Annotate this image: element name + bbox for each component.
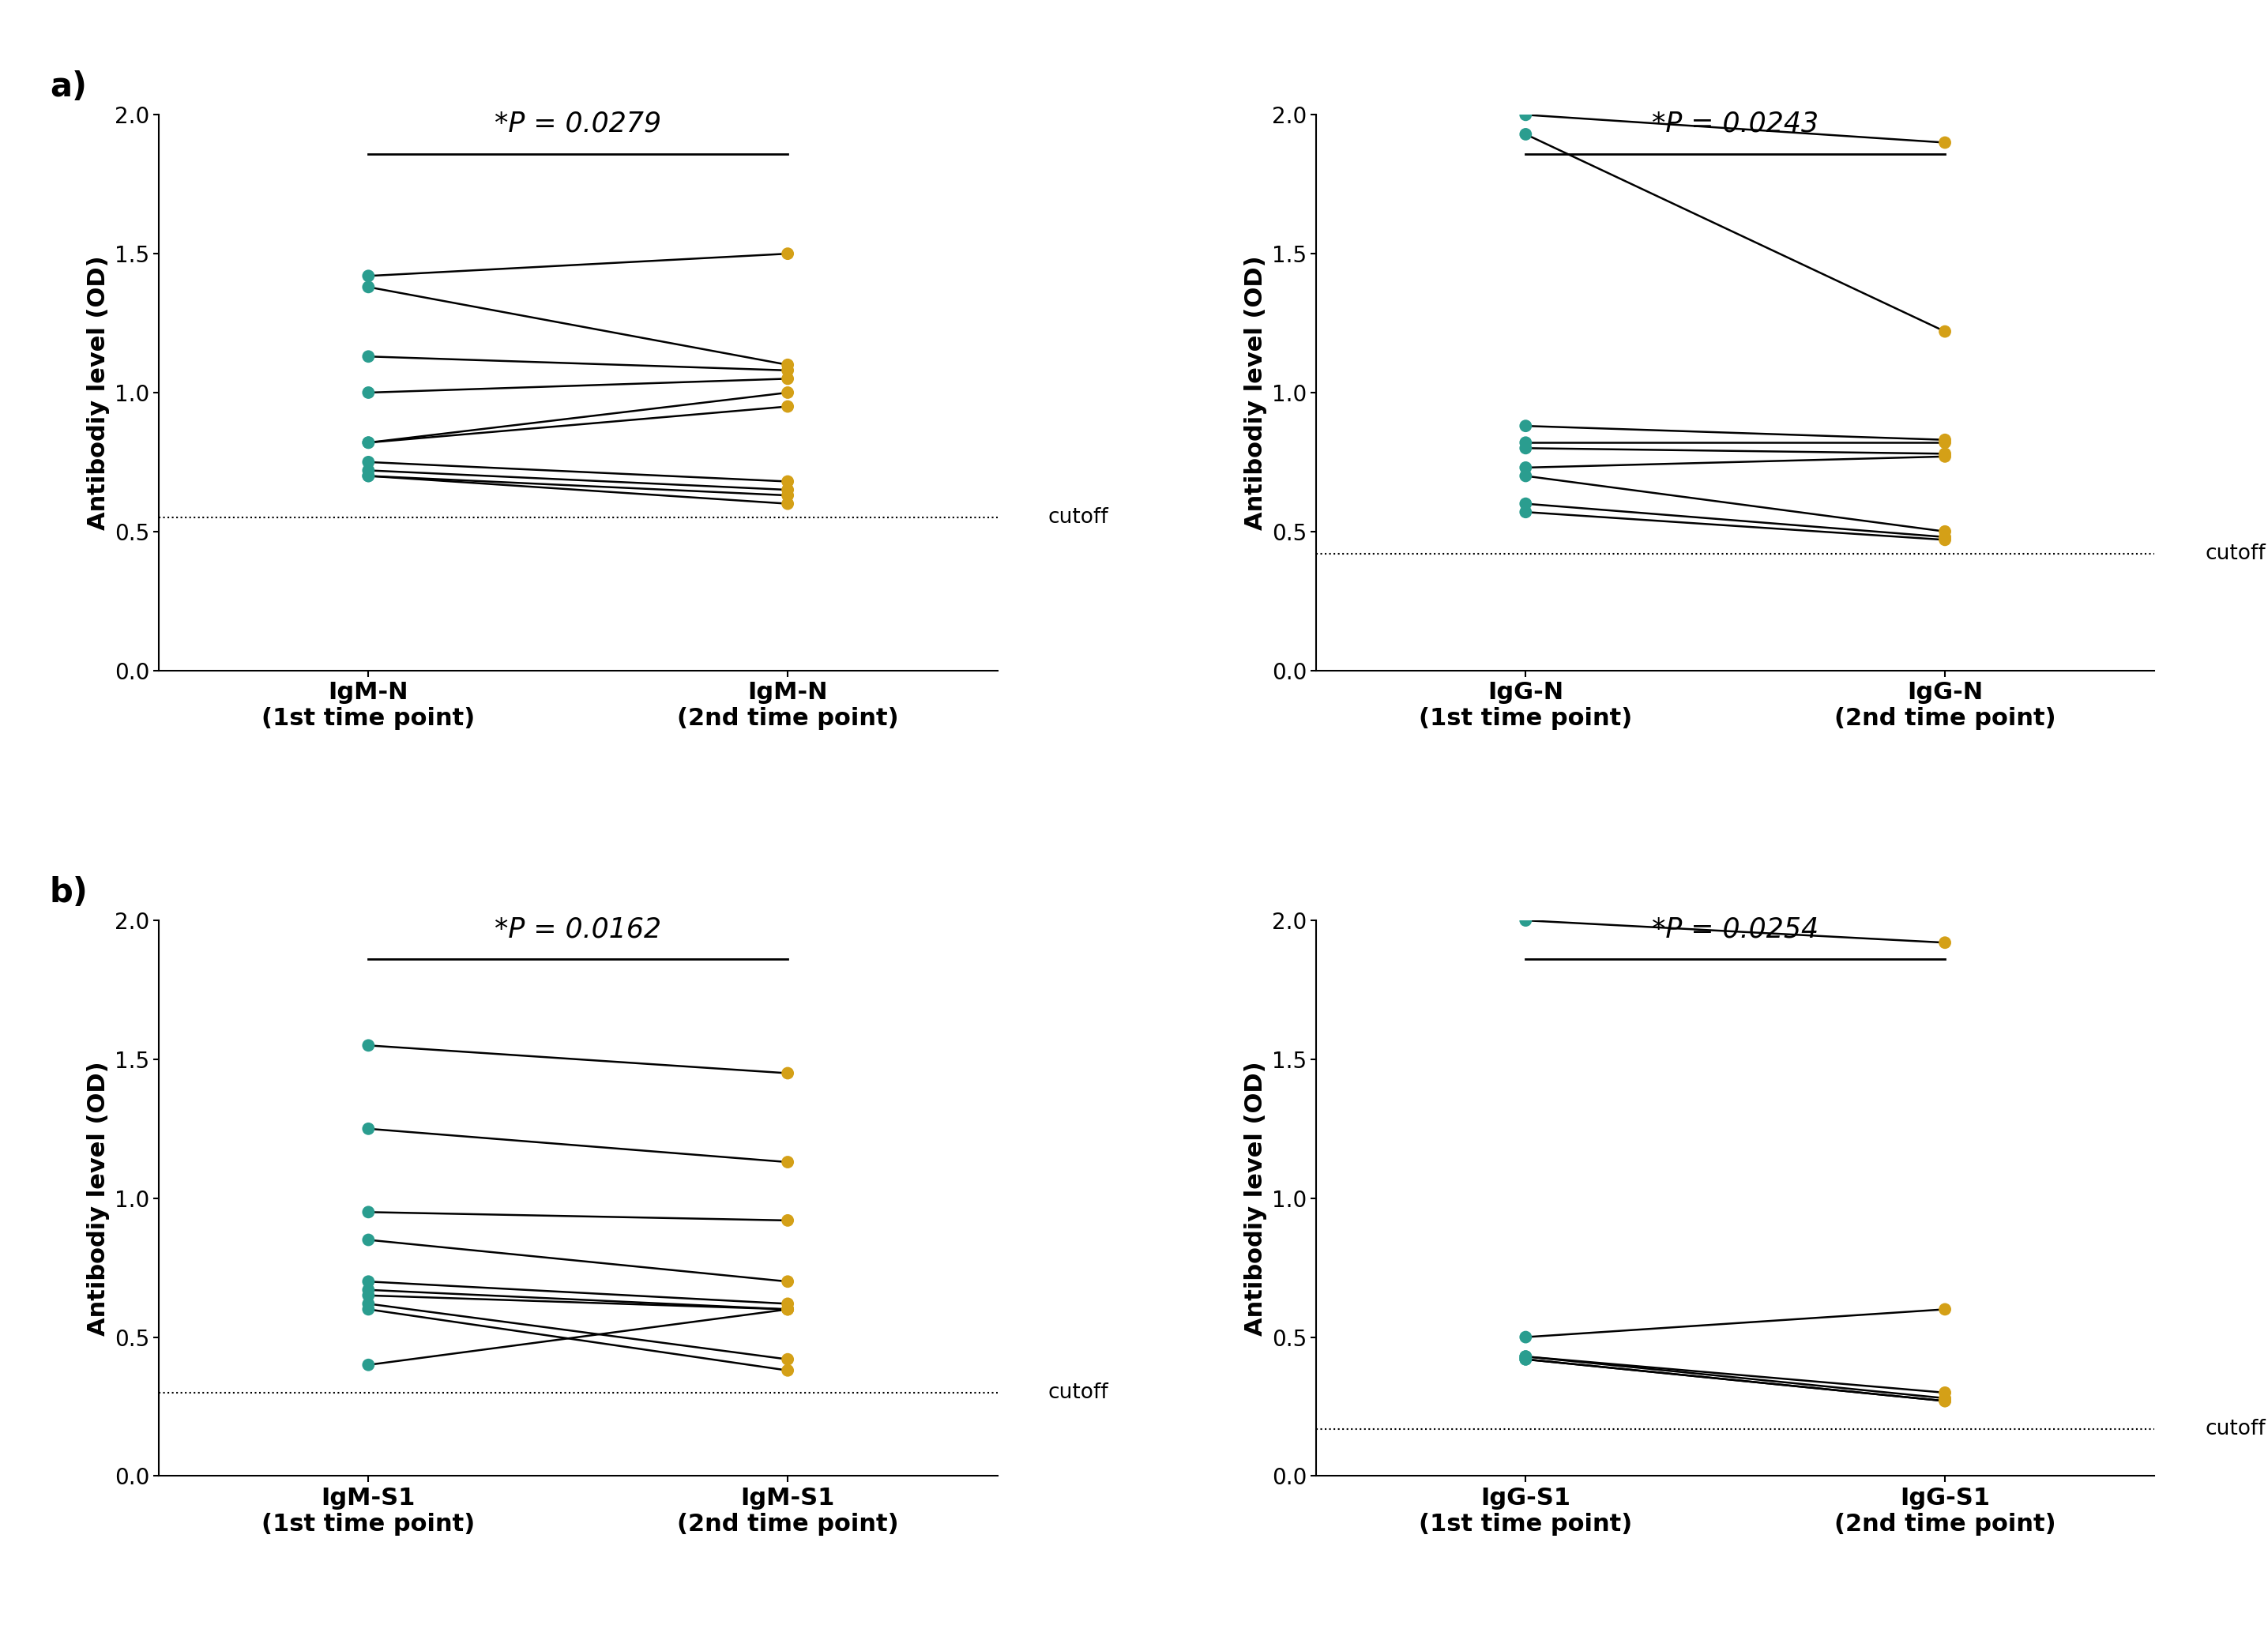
Text: a): a) — [50, 71, 86, 103]
Point — [769, 394, 805, 420]
Point — [349, 379, 386, 405]
Point — [349, 1351, 386, 1378]
Point — [349, 430, 386, 456]
Point — [1508, 1343, 1545, 1369]
Point — [1508, 499, 1545, 525]
Point — [349, 1268, 386, 1294]
Point — [1508, 490, 1545, 517]
Point — [1508, 435, 1545, 461]
Point — [349, 430, 386, 456]
Point — [769, 1150, 805, 1176]
Point — [1508, 1346, 1545, 1373]
Point — [769, 1296, 805, 1322]
Y-axis label: Antibodiy level (OD): Antibodiy level (OD) — [86, 1061, 109, 1335]
Y-axis label: Antibodiy level (OD): Antibodiy level (OD) — [1245, 256, 1268, 530]
Point — [1508, 102, 1545, 128]
Point — [349, 343, 386, 369]
Point — [349, 1227, 386, 1253]
Point — [349, 458, 386, 484]
Point — [349, 1291, 386, 1317]
Point — [1928, 930, 1964, 956]
Point — [349, 1032, 386, 1058]
Point — [769, 1268, 805, 1294]
Point — [769, 1059, 805, 1086]
Text: *P = 0.0254: *P = 0.0254 — [1651, 915, 1819, 943]
Point — [349, 262, 386, 289]
Point — [349, 449, 386, 476]
Point — [349, 462, 386, 489]
Point — [769, 490, 805, 517]
Point — [1508, 1343, 1545, 1369]
Text: *P = 0.0162: *P = 0.0162 — [494, 915, 662, 943]
Point — [1928, 441, 1964, 467]
Point — [1928, 1386, 1964, 1412]
Point — [349, 1115, 386, 1141]
Point — [349, 274, 386, 300]
Point — [1508, 907, 1545, 933]
Point — [349, 1199, 386, 1225]
Point — [1928, 426, 1964, 453]
Point — [1928, 318, 1964, 344]
Point — [769, 469, 805, 495]
Text: b): b) — [50, 876, 88, 909]
Point — [1928, 430, 1964, 456]
Point — [1928, 518, 1964, 544]
Point — [1928, 130, 1964, 156]
Point — [349, 1296, 386, 1322]
Point — [769, 1207, 805, 1233]
Point — [769, 379, 805, 405]
Text: *P = 0.0279: *P = 0.0279 — [494, 110, 662, 138]
Point — [1928, 443, 1964, 469]
Point — [769, 1358, 805, 1384]
Text: cutoff: cutoff — [2204, 543, 2266, 564]
Point — [769, 241, 805, 267]
Point — [769, 358, 805, 384]
Text: cutoff: cutoff — [2204, 1419, 2266, 1438]
Point — [769, 477, 805, 503]
Point — [1508, 462, 1545, 489]
Point — [1928, 1387, 1964, 1414]
Point — [349, 1278, 386, 1304]
Point — [349, 462, 386, 489]
Point — [769, 366, 805, 392]
Text: *P = 0.0243: *P = 0.0243 — [1651, 110, 1819, 138]
Point — [1508, 413, 1545, 440]
Text: cutoff: cutoff — [1048, 507, 1109, 528]
Point — [769, 482, 805, 508]
Point — [1508, 1323, 1545, 1350]
Point — [769, 1296, 805, 1322]
Point — [1508, 430, 1545, 456]
Point — [769, 1296, 805, 1322]
Y-axis label: Antibodiy level (OD): Antibodiy level (OD) — [86, 256, 109, 530]
Point — [1928, 523, 1964, 549]
Point — [1508, 454, 1545, 481]
Point — [769, 351, 805, 377]
Point — [1508, 1346, 1545, 1373]
Point — [1928, 1296, 1964, 1322]
Y-axis label: Antibodiy level (OD): Antibodiy level (OD) — [1245, 1061, 1268, 1335]
Point — [1928, 526, 1964, 553]
Point — [1928, 1379, 1964, 1405]
Point — [769, 1291, 805, 1317]
Point — [1508, 121, 1545, 148]
Point — [1928, 1387, 1964, 1414]
Point — [349, 1282, 386, 1309]
Text: cutoff: cutoff — [1048, 1383, 1109, 1402]
Point — [769, 1346, 805, 1373]
